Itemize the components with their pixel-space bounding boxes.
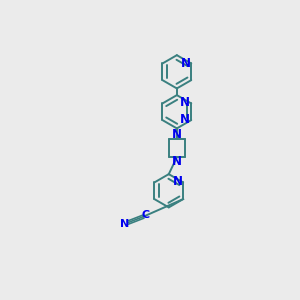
- Text: N: N: [181, 56, 191, 70]
- Text: N: N: [121, 220, 130, 230]
- Text: N: N: [173, 176, 183, 188]
- Text: C: C: [141, 210, 149, 220]
- Text: N: N: [180, 113, 190, 126]
- Text: N: N: [172, 155, 182, 168]
- Text: N: N: [172, 128, 182, 141]
- Text: N: N: [180, 97, 190, 110]
